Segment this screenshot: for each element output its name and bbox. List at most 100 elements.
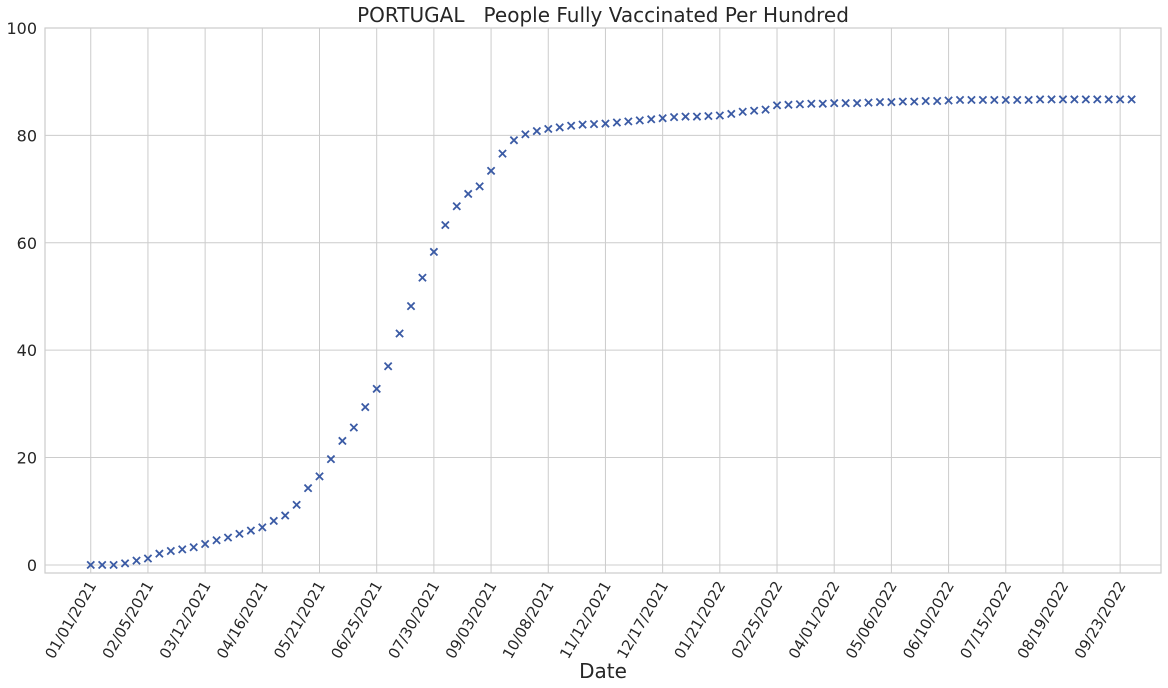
data-point [635, 116, 645, 125]
data-point [566, 121, 576, 130]
data-point [589, 119, 599, 129]
x-axis-ticks: 01/01/202102/05/202103/12/202104/16/2021… [41, 578, 1129, 662]
data-point [578, 120, 587, 129]
data-point [898, 97, 908, 106]
data-point [1058, 95, 1068, 104]
y-tick-label: 20 [17, 449, 37, 468]
x-tick-label: 10/08/2021 [499, 578, 558, 662]
data-point [1024, 95, 1033, 105]
data-point [178, 545, 187, 554]
data-point [338, 436, 347, 446]
x-tick-label: 03/12/2021 [156, 578, 215, 662]
data-point [807, 99, 816, 108]
x-tick-label: 09/23/2022 [1071, 578, 1130, 662]
data-point [349, 423, 359, 432]
data-point [704, 111, 713, 121]
data-point [864, 98, 873, 107]
data-point [189, 542, 198, 552]
x-tick-label: 01/01/2021 [41, 578, 100, 662]
data-point [532, 126, 542, 136]
data-markers [86, 95, 1136, 570]
data-point [258, 523, 267, 532]
data-point [475, 182, 484, 191]
data-point [498, 149, 507, 158]
x-tick-label: 06/10/2022 [899, 578, 958, 662]
data-point [749, 106, 759, 115]
data-point [829, 98, 839, 108]
data-point [246, 526, 256, 535]
x-tick-label: 07/15/2022 [956, 578, 1015, 662]
data-point [841, 98, 850, 108]
data-point [418, 273, 427, 282]
x-tick-label: 06/25/2021 [327, 578, 386, 662]
data-point [452, 202, 461, 211]
data-point [1127, 95, 1136, 104]
x-tick-label: 09/03/2021 [442, 578, 501, 662]
y-tick-label: 60 [17, 234, 37, 253]
data-point [132, 556, 141, 565]
x-axis-label: Date [579, 659, 627, 683]
data-point [1001, 95, 1011, 105]
data-point [624, 117, 633, 126]
data-point [1093, 95, 1102, 104]
x-tick-label: 04/01/2022 [785, 578, 844, 662]
x-tick-label: 11/12/2021 [556, 578, 615, 662]
data-point [818, 99, 828, 108]
data-point [441, 220, 450, 230]
x-tick-label: 07/30/2021 [385, 578, 444, 662]
data-point [658, 113, 667, 123]
data-point [395, 329, 404, 338]
data-point [509, 135, 519, 145]
x-tick-label: 08/19/2022 [1014, 578, 1073, 662]
data-point [326, 454, 336, 464]
data-point [544, 124, 553, 134]
data-point [361, 402, 370, 412]
data-point [86, 560, 95, 570]
data-point [429, 247, 439, 257]
data-point [852, 98, 862, 108]
grid-lines [45, 27, 1161, 573]
y-tick-label: 100 [6, 19, 37, 38]
data-point [978, 95, 988, 105]
data-point [280, 511, 290, 520]
x-tick-label: 05/06/2022 [842, 578, 901, 662]
data-point [601, 119, 610, 128]
data-point [292, 500, 301, 510]
data-point [1104, 95, 1113, 104]
data-point [372, 384, 381, 394]
data-point [463, 189, 473, 199]
data-point [784, 100, 793, 110]
data-point [887, 97, 896, 107]
data-point [155, 549, 164, 558]
y-tick-label: 40 [17, 341, 37, 360]
y-axis-ticks: 0 20 40 60 80 100 [6, 19, 37, 575]
data-point [200, 539, 210, 549]
data-point [109, 560, 118, 570]
data-point [955, 95, 965, 105]
data-point [1035, 95, 1045, 104]
data-point [486, 166, 496, 176]
data-point [761, 105, 770, 114]
x-tick-label: 02/25/2022 [728, 578, 787, 662]
data-point [521, 130, 530, 139]
data-point [223, 533, 233, 542]
data-point [1012, 95, 1022, 105]
data-point [1070, 95, 1079, 104]
data-point [727, 109, 736, 119]
data-point [967, 95, 976, 105]
data-point [235, 529, 244, 539]
data-point [738, 107, 747, 116]
data-point [646, 115, 656, 124]
data-point [669, 112, 679, 122]
data-point [1047, 95, 1056, 104]
data-point [555, 123, 564, 132]
data-point [772, 101, 782, 110]
x-tick-label: 12/17/2021 [613, 578, 672, 662]
data-point [875, 97, 885, 107]
y-tick-label: 0 [27, 556, 37, 575]
data-point [315, 472, 324, 481]
y-tick-label: 80 [17, 126, 37, 145]
data-point [383, 362, 393, 371]
data-point [406, 301, 416, 311]
